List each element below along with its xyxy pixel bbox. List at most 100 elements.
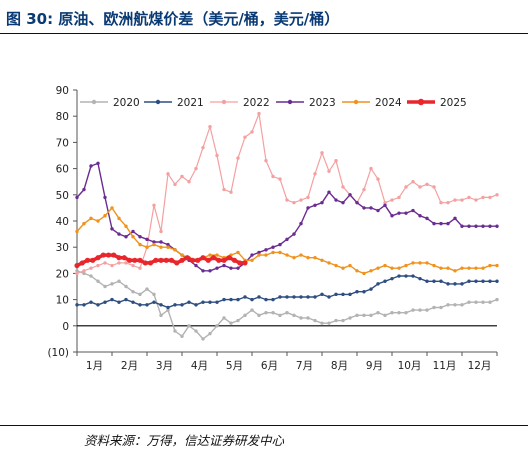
y-tick-label: 70 [56, 137, 69, 149]
legend-marker-2025 [417, 98, 425, 106]
data-point-2024 [250, 258, 254, 262]
data-point-2024 [411, 261, 415, 265]
data-point-2020 [250, 308, 254, 312]
data-point-2022 [474, 198, 478, 202]
data-point-2023 [320, 200, 324, 205]
data-point-2020 [453, 303, 457, 307]
data-point-2021 [110, 297, 114, 302]
data-point-2024 [418, 261, 422, 265]
data-point-2023 [327, 190, 331, 194]
data-point-2023 [425, 216, 429, 221]
x-tick-label: 10月 [398, 360, 422, 372]
data-point-2023 [264, 248, 268, 252]
data-point-2025 [100, 252, 106, 258]
data-point-2021 [187, 300, 191, 304]
data-point-2025 [111, 252, 117, 258]
data-point-2023 [432, 221, 436, 226]
data-point-2021 [194, 303, 198, 307]
data-point-2021 [236, 297, 240, 302]
data-point-2022 [159, 229, 163, 234]
data-point-2022 [467, 195, 471, 200]
data-point-2022 [187, 180, 191, 184]
data-point-2021 [460, 282, 464, 286]
data-point-2024 [376, 266, 380, 270]
data-point-2020 [166, 308, 170, 312]
chart-series [74, 111, 499, 341]
data-point-2024 [474, 266, 478, 270]
data-point-2025 [142, 260, 148, 266]
data-point-2021 [229, 297, 233, 302]
data-point-2024 [173, 248, 177, 252]
x-tick-label: 6月 [261, 360, 278, 372]
data-point-2025 [189, 257, 196, 263]
data-point-2020 [194, 329, 198, 333]
data-point-2022 [432, 185, 436, 189]
data-point-2022 [271, 174, 275, 179]
data-point-2024 [355, 269, 359, 273]
data-point-2023 [341, 200, 345, 205]
data-point-2025 [121, 255, 127, 261]
data-point-2022 [446, 200, 450, 205]
data-point-2025 [226, 255, 232, 261]
data-point-2022 [439, 200, 443, 205]
data-point-2023 [334, 198, 338, 202]
data-point-2025 [90, 257, 96, 263]
data-point-2020 [243, 313, 247, 318]
data-point-2022 [411, 180, 415, 184]
data-point-2025 [158, 257, 164, 263]
data-point-2025 [153, 257, 159, 263]
data-point-2022 [264, 159, 268, 163]
data-point-2020 [117, 279, 121, 283]
data-point-2025 [95, 255, 101, 261]
data-point-2021 [313, 295, 317, 299]
data-point-2023 [306, 206, 310, 210]
data-point-2021 [495, 279, 499, 283]
data-point-2025 [74, 262, 80, 269]
data-point-2023 [474, 224, 478, 228]
data-point-2023 [271, 245, 275, 249]
data-point-2024 [348, 263, 352, 268]
data-point-2020 [110, 282, 114, 286]
data-point-2024 [166, 245, 170, 249]
data-point-2022 [453, 198, 457, 202]
data-point-2022 [96, 263, 100, 268]
data-point-2021 [446, 282, 450, 286]
data-point-2024 [383, 263, 387, 268]
data-point-2021 [334, 292, 338, 297]
data-point-2021 [467, 279, 471, 283]
data-point-2022 [320, 151, 324, 155]
data-point-2023 [488, 224, 492, 228]
data-point-2023 [481, 224, 485, 228]
data-point-2025 [168, 257, 175, 263]
data-point-2025 [163, 257, 169, 263]
data-point-2024 [432, 263, 436, 268]
data-point-2024 [89, 216, 93, 221]
data-point-2024 [117, 216, 121, 221]
data-point-2021 [348, 292, 352, 297]
data-point-2020 [306, 316, 310, 320]
data-point-2024 [292, 255, 296, 260]
series-line-2022 [76, 112, 498, 274]
data-point-2023 [82, 187, 86, 192]
data-point-2020 [320, 321, 324, 325]
data-point-2024 [341, 266, 345, 270]
data-point-2021 [341, 292, 345, 297]
data-point-2023 [299, 221, 303, 226]
y-tick-label: 50 [56, 190, 69, 202]
data-point-2020 [474, 300, 478, 304]
data-point-2021 [390, 276, 394, 281]
data-point-2023 [124, 235, 128, 239]
data-point-2024 [180, 253, 184, 257]
data-point-2021 [355, 290, 359, 294]
data-point-2021 [278, 295, 282, 299]
y-tick-label: (10) [47, 347, 69, 359]
data-point-2022 [257, 111, 261, 116]
data-point-2023 [397, 211, 401, 215]
data-point-2024 [103, 214, 107, 218]
data-point-2023 [313, 203, 317, 207]
data-point-2024 [481, 266, 485, 270]
data-point-2021 [201, 300, 205, 304]
data-point-2022 [75, 271, 79, 276]
data-point-2021 [180, 303, 184, 307]
data-point-2021 [404, 274, 408, 278]
